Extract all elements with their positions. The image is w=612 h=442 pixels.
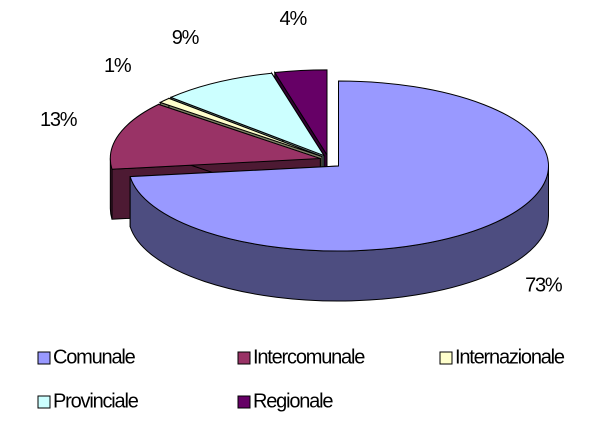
data-label: 4% [280, 8, 308, 30]
legend-label: Intercomunale [253, 346, 365, 368]
legend-label: Regionale [253, 390, 333, 412]
legend-label: Comunale [53, 346, 136, 368]
data-label: 9% [172, 27, 200, 49]
legend-swatch [237, 395, 251, 409]
slice [158, 97, 323, 158]
legend-swatch [37, 351, 51, 365]
slice [109, 103, 321, 170]
slice [169, 72, 326, 157]
slice [273, 69, 328, 157]
legend-swatch [439, 351, 453, 365]
data-label: 1% [104, 55, 132, 77]
legend-swatch [237, 351, 251, 365]
slice [129, 80, 550, 302]
data-label: 73% [525, 275, 563, 297]
legend-label: Internazionale [455, 346, 565, 368]
data-label: 13% [40, 109, 78, 131]
legend-swatch [37, 395, 51, 409]
slice [129, 80, 549, 252]
legend-label: Provinciale [53, 390, 139, 412]
